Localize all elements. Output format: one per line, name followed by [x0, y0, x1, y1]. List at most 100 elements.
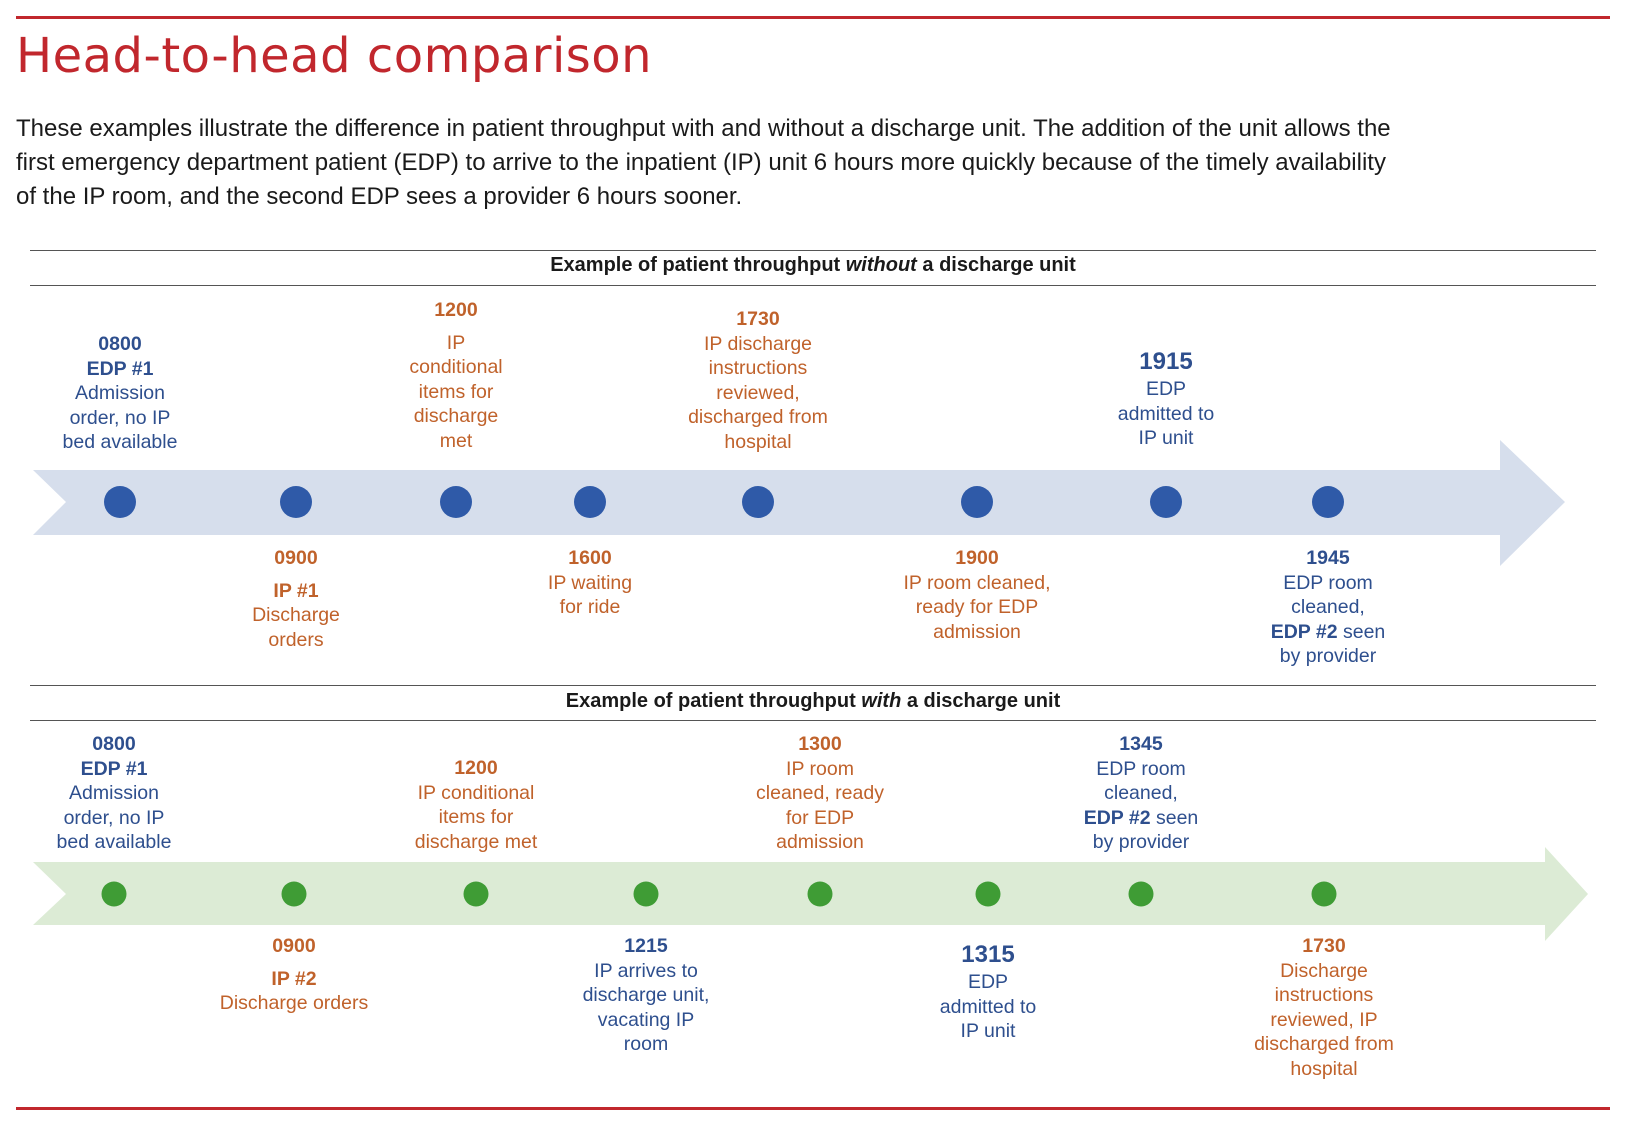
- page-title: Head-to-head comparison: [16, 28, 653, 84]
- event-line: EDP room: [1283, 571, 1373, 594]
- event-line: for ride: [559, 596, 621, 618]
- event-line: IP conditional: [417, 781, 535, 804]
- section2-title-post: a discharge unit: [901, 690, 1061, 712]
- event-1300: 1300 IP room cleaned, ready for EDP admi…: [756, 732, 884, 855]
- section1-title-pre: Example of patient throughput: [550, 254, 846, 276]
- event-line: IP unit: [1138, 427, 1194, 449]
- event-time: 1215: [624, 935, 668, 957]
- event-line: Discharge orders: [219, 992, 369, 1014]
- timeline-dot-1900: [961, 486, 993, 518]
- event-0900-ip2: 0900 IP #2 Discharge orders: [220, 934, 368, 1016]
- section1-title-em: without: [845, 254, 917, 276]
- intro-line: first emergency department patient (EDP)…: [16, 149, 1386, 176]
- event-line: by provider: [1092, 831, 1190, 853]
- event-line: admitted to: [939, 995, 1037, 1018]
- event-time: 0900: [274, 547, 318, 569]
- event-0800-edp1: 0800 EDP #1 Admission order, no IP bed a…: [57, 732, 172, 855]
- event-line: room: [623, 1033, 669, 1055]
- event-line: instructions: [1274, 984, 1374, 1006]
- event-time: 1600: [568, 547, 612, 569]
- event-who: EDP #1: [86, 357, 154, 380]
- event-line: orders: [268, 628, 324, 651]
- event-line: order, no IP: [63, 806, 165, 829]
- event-who: IP #1: [273, 579, 319, 602]
- section1-title: Example of patient throughput without a …: [30, 254, 1596, 277]
- event-1915: 1915 EDP admitted to IP unit: [1118, 347, 1214, 451]
- event-line: admission: [776, 831, 864, 853]
- section1-title-post: a discharge unit: [916, 254, 1076, 276]
- event-line: admitted to: [1117, 402, 1215, 425]
- event-line: IP unit: [960, 1020, 1016, 1042]
- event-line: discharged from: [688, 406, 828, 428]
- event-line: Discharge: [252, 604, 340, 626]
- event-line: cleaned, ready: [756, 782, 884, 804]
- timeline-dot-0900: [281, 881, 307, 907]
- top-rule: [16, 16, 1610, 19]
- event-edp2-bold: EDP #2: [1270, 620, 1338, 643]
- bottom-rule: [16, 1107, 1610, 1110]
- event-who: EDP #1: [80, 757, 148, 780]
- section2-title-em: with: [861, 690, 902, 712]
- timeline-dot-1200: [463, 881, 489, 907]
- event-line: Discharge: [1280, 959, 1368, 982]
- event-time: 0800: [92, 733, 136, 755]
- intro-line: of the IP room, and the second EDP sees …: [16, 183, 743, 210]
- event-line: discharge unit,: [582, 984, 710, 1006]
- event-line: reviewed, IP: [1270, 1008, 1378, 1031]
- event-line: EDP: [1145, 378, 1187, 400]
- event-time: 1945: [1306, 547, 1350, 569]
- timeline-dot-1600: [574, 486, 606, 518]
- event-who: IP #2: [271, 967, 317, 990]
- event-edp2-bold: EDP #2: [1083, 806, 1151, 829]
- event-line: Admission: [69, 782, 159, 804]
- event-1200: 1200 IP conditional items for discharge …: [409, 298, 502, 453]
- section1-bottom-line: [30, 285, 1596, 286]
- event-line: for EDP: [785, 806, 855, 829]
- event-line: conditional: [409, 356, 503, 378]
- section2-top-line: [30, 685, 1596, 686]
- section2-title-pre: Example of patient throughput: [565, 690, 862, 712]
- timeline-dot-0800: [101, 881, 127, 907]
- event-line: bed available: [62, 431, 178, 453]
- event-time: 1900: [955, 547, 999, 569]
- event-line: discharge: [413, 405, 499, 427]
- event-line: IP arrives to: [594, 959, 698, 982]
- event-line: met: [439, 429, 473, 452]
- event-line: cleaned,: [1104, 782, 1178, 804]
- event-line: reviewed,: [716, 381, 800, 404]
- event-line: items for: [418, 380, 494, 403]
- timeline-dot-1915: [1150, 486, 1182, 518]
- event-line: instructions: [708, 357, 808, 379]
- event-line: hospital: [1290, 1057, 1358, 1080]
- event-line: discharged from: [1254, 1033, 1394, 1055]
- event-1345: 1345 EDP room cleaned, EDP #2 seen by pr…: [1084, 732, 1199, 855]
- timeline-dot-1200: [440, 486, 472, 518]
- event-1200: 1200 IP conditional items for discharge …: [415, 756, 537, 854]
- event-0900-ip1: 0900 IP #1 Discharge orders: [252, 546, 340, 652]
- event-time: 1730: [1302, 935, 1346, 957]
- event-line: IP waiting: [547, 571, 633, 594]
- timeline-dot-1945: [1312, 486, 1344, 518]
- event-line: order, no IP: [69, 406, 171, 429]
- event-1945: 1945 EDP room cleaned, EDP #2 seen by pr…: [1271, 546, 1386, 669]
- event-line: discharge met: [414, 830, 538, 853]
- event-line: bed available: [56, 831, 172, 853]
- event-time: 0800: [98, 333, 142, 355]
- event-time: 1200: [454, 757, 498, 779]
- event-line-rest: seen: [1150, 806, 1199, 829]
- timeline-dot-1300: [807, 881, 833, 907]
- event-time: 1200: [434, 299, 478, 321]
- event-line: EDP #2 seen: [1271, 620, 1386, 645]
- event-1730: 1730 IP discharge instructions reviewed,…: [688, 307, 828, 454]
- event-1315: 1315 EDP admitted to IP unit: [940, 940, 1036, 1044]
- event-line: cleaned,: [1291, 596, 1365, 618]
- event-line: admission: [933, 620, 1021, 643]
- event-line: EDP #2 seen: [1084, 806, 1199, 831]
- event-0800-edp1: 0800 EDP #1 Admission order, no IP bed a…: [63, 332, 178, 455]
- event-line: vacating IP: [597, 1008, 695, 1031]
- event-line: EDP room: [1096, 757, 1186, 780]
- timeline-dot-0800: [104, 486, 136, 518]
- event-line: IP: [446, 331, 466, 354]
- timeline-dot-1315: [975, 881, 1001, 907]
